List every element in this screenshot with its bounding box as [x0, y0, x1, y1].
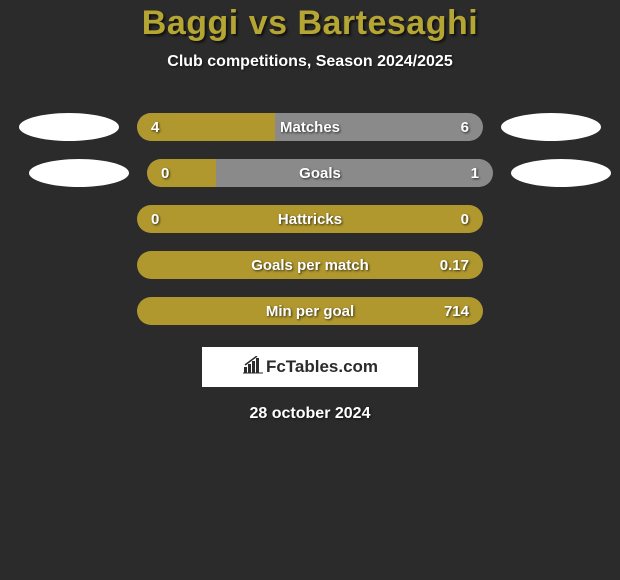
- stat-rows: 4Matches60Goals10Hattricks0Goals per mat…: [0, 113, 620, 325]
- stat-label: Hattricks: [137, 211, 483, 228]
- stat-bar: 0Goals1: [147, 159, 493, 187]
- stat-label: Goals: [147, 165, 493, 182]
- stat-bar: Min per goal714: [137, 297, 483, 325]
- stat-row: 4Matches6: [0, 113, 620, 141]
- stats-comparison-card: Baggi vs Bartesaghi Club competitions, S…: [0, 0, 620, 423]
- stat-label: Goals per match: [137, 257, 483, 274]
- logo: FcTables.com: [242, 356, 378, 379]
- stat-label: Min per goal: [137, 303, 483, 320]
- date-text: 28 october 2024: [0, 405, 620, 423]
- stat-value-right: 714: [444, 303, 469, 320]
- stat-row: Goals per match0.17: [0, 251, 620, 279]
- stat-value-right: 1: [471, 165, 479, 182]
- stat-bar: Goals per match0.17: [137, 251, 483, 279]
- stat-value-right: 0: [461, 211, 469, 228]
- stat-row: Min per goal714: [0, 297, 620, 325]
- player-badge-left: [29, 159, 129, 187]
- stat-value-right: 0.17: [440, 257, 469, 274]
- stat-row: 0Goals1: [0, 159, 620, 187]
- stat-value-right: 6: [461, 119, 469, 136]
- player-badge-right: [511, 159, 611, 187]
- chart-bars-icon: [242, 356, 264, 379]
- stat-label: Matches: [137, 119, 483, 136]
- logo-text: FcTables.com: [266, 357, 378, 377]
- stat-bar: 4Matches6: [137, 113, 483, 141]
- stat-row: 0Hattricks0: [0, 205, 620, 233]
- subtitle: Club competitions, Season 2024/2025: [0, 53, 620, 71]
- page-title: Baggi vs Bartesaghi: [0, 4, 620, 43]
- stat-bar: 0Hattricks0: [137, 205, 483, 233]
- player-badge-right: [501, 113, 601, 141]
- player-badge-left: [19, 113, 119, 141]
- logo-box: FcTables.com: [202, 347, 418, 387]
